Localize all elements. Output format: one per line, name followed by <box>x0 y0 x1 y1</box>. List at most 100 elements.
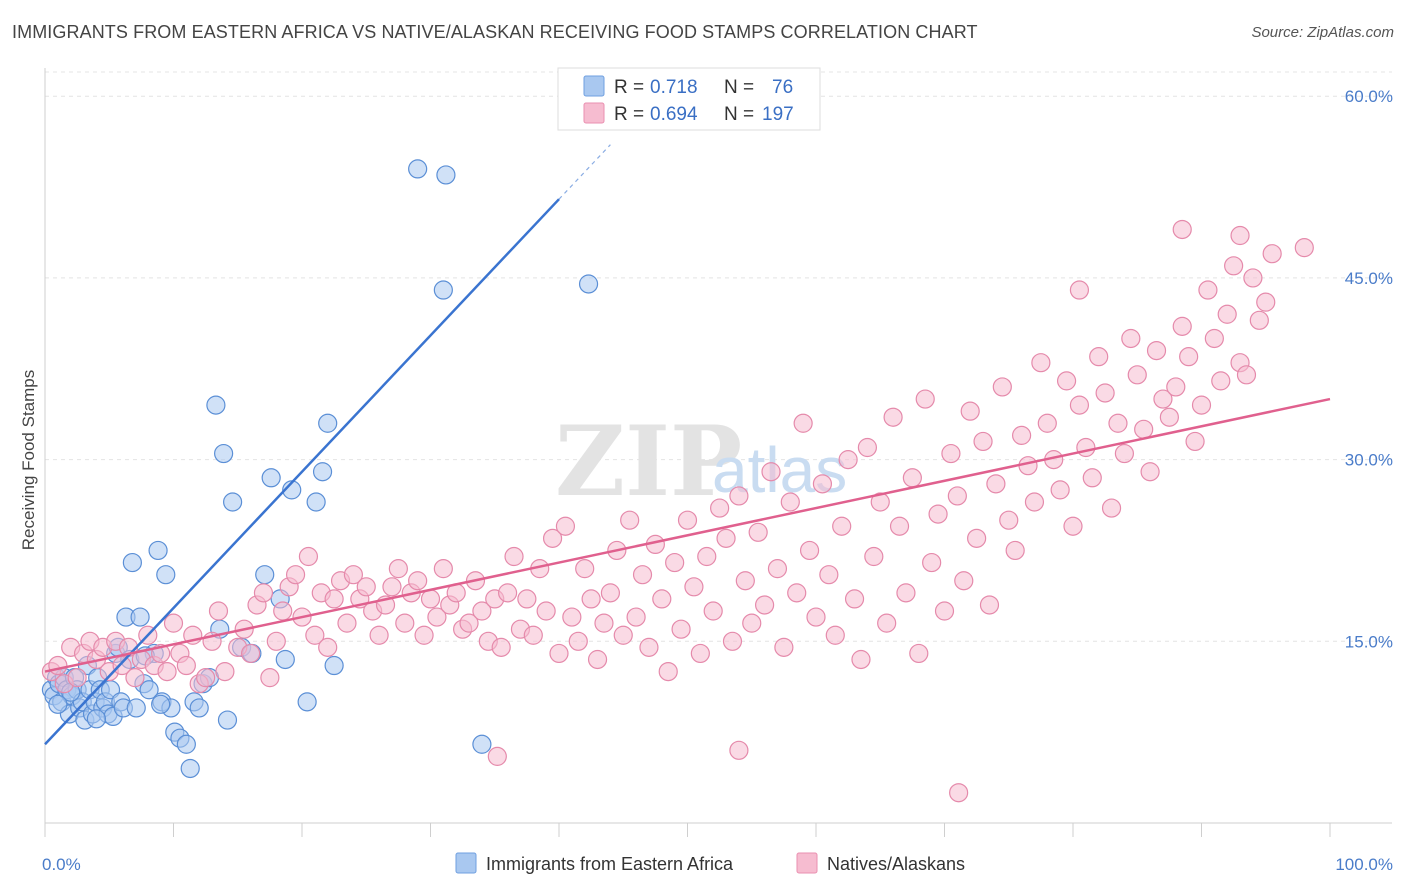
eastern-africa-trend-line <box>44 198 560 746</box>
natives-point-138 <box>934 601 955 621</box>
eastern-africa-point-59 <box>275 649 295 670</box>
natives-point-78 <box>549 643 569 664</box>
eastern-africa-point-64 <box>318 413 338 433</box>
chart-title: IMMIGRANTS FROM EASTERN AFRICA VS NATIVE… <box>12 22 978 42</box>
eastern-africa-point-62 <box>306 492 326 512</box>
natives-point-37 <box>285 565 306 585</box>
natives-point-193 <box>1069 280 1090 300</box>
natives-point-18 <box>157 661 177 682</box>
natives-point-129 <box>877 613 897 633</box>
natives-point-94 <box>652 589 672 609</box>
legend-swatch-natives <box>583 102 605 124</box>
natives-point-139 <box>941 443 961 464</box>
natives-point-174 <box>1166 377 1186 397</box>
natives-point-73 <box>517 589 537 609</box>
natives-point-148 <box>999 510 1019 530</box>
natives-point-140 <box>947 486 967 506</box>
natives-point-74 <box>523 625 543 645</box>
eastern-africa-point-65 <box>324 655 344 676</box>
eastern-africa-point-51 <box>214 443 234 464</box>
natives-point-104 <box>716 528 736 548</box>
natives-point-175 <box>1172 316 1192 336</box>
natives-point-173 <box>1159 407 1179 427</box>
natives-point-58 <box>420 589 441 609</box>
natives-point-98 <box>677 510 698 530</box>
trend-lines <box>44 144 1331 746</box>
eastern-africa-point-75 <box>48 694 68 714</box>
eastern-africa-point-73 <box>86 709 107 729</box>
legend-r-value-2: 0.694 <box>650 104 698 125</box>
chart-source: Source: ZipAtlas.com <box>1251 24 1394 41</box>
eastern-africa-point-67 <box>436 165 456 185</box>
natives-point-145 <box>979 595 1000 615</box>
watermark-zip: ZIP <box>555 405 742 518</box>
natives-point-54 <box>395 613 415 633</box>
natives-point-92 <box>639 637 659 657</box>
natives-point-76 <box>536 601 556 621</box>
natives-point-109 <box>748 522 768 542</box>
natives-point-88 <box>613 625 633 645</box>
legend-n-label-1: N = <box>724 77 754 98</box>
natives-point-163 <box>1095 383 1115 403</box>
eastern-africa-point-63 <box>312 462 333 482</box>
natives-point-79 <box>555 516 576 536</box>
natives-point-115 <box>787 583 807 603</box>
natives-point-111 <box>761 462 781 482</box>
natives-point-160 <box>1076 437 1096 458</box>
natives-point-159 <box>1069 395 1090 415</box>
series-legend: Immigrants from Eastern Africa Natives/A… <box>455 852 965 874</box>
natives-point-190 <box>487 746 507 766</box>
natives-point-170 <box>1140 462 1160 482</box>
eastern-africa-point-71 <box>151 694 171 714</box>
natives-point-156 <box>1050 480 1070 500</box>
eastern-africa-point-68 <box>433 280 453 300</box>
eastern-africa-point-31 <box>122 552 142 573</box>
natives-point-130 <box>883 407 903 427</box>
natives-point-168 <box>1127 365 1147 385</box>
eastern-africa-trend-extension <box>558 144 611 200</box>
y-tick-labels: 15.0% 30.0% 45.0% 60.0% <box>1345 87 1393 651</box>
bottom-legend-swatch-natives <box>796 852 818 874</box>
natives-point-180 <box>1204 328 1224 349</box>
natives-point-166 <box>1114 443 1135 464</box>
natives-point-141 <box>954 571 974 591</box>
natives-point-99 <box>684 577 704 597</box>
natives-point-45 <box>337 613 357 633</box>
natives-point-70 <box>498 583 518 603</box>
natives-point-161 <box>1082 468 1102 488</box>
natives-point-172 <box>1153 389 1173 409</box>
natives-point-69 <box>491 637 511 657</box>
eastern-africa-point-66 <box>408 159 428 179</box>
natives-point-120 <box>819 565 839 585</box>
natives-point-191 <box>729 740 749 760</box>
natives-point-35 <box>273 601 293 621</box>
natives-point-91 <box>632 565 653 585</box>
eastern-africa-point-57 <box>261 468 281 488</box>
natives-point-117 <box>799 540 820 561</box>
series-natives-points <box>41 219 1314 803</box>
natives-point-60 <box>433 559 453 579</box>
natives-point-192 <box>949 783 969 803</box>
natives-point-33 <box>260 668 280 688</box>
eastern-africa-point-43 <box>176 734 196 754</box>
natives-point-110 <box>754 595 775 615</box>
natives-point-13 <box>125 668 145 688</box>
natives-point-169 <box>1134 419 1154 439</box>
natives-point-71 <box>504 546 524 567</box>
natives-point-150 <box>1011 425 1032 445</box>
natives-point-114 <box>780 492 800 512</box>
y-tick-label-1: 30.0% <box>1345 451 1393 470</box>
natives-point-103 <box>710 498 730 518</box>
natives-point-56 <box>408 571 428 591</box>
natives-point-89 <box>620 510 640 530</box>
natives-point-112 <box>767 559 788 579</box>
natives-point-95 <box>658 661 678 682</box>
natives-point-90 <box>626 607 646 627</box>
eastern-africa-point-61 <box>297 692 317 712</box>
natives-point-101 <box>697 546 717 567</box>
natives-point-126 <box>857 437 878 458</box>
y-tick-label-2: 45.0% <box>1345 269 1393 288</box>
natives-point-182 <box>1217 304 1237 324</box>
natives-point-149 <box>1005 540 1025 561</box>
